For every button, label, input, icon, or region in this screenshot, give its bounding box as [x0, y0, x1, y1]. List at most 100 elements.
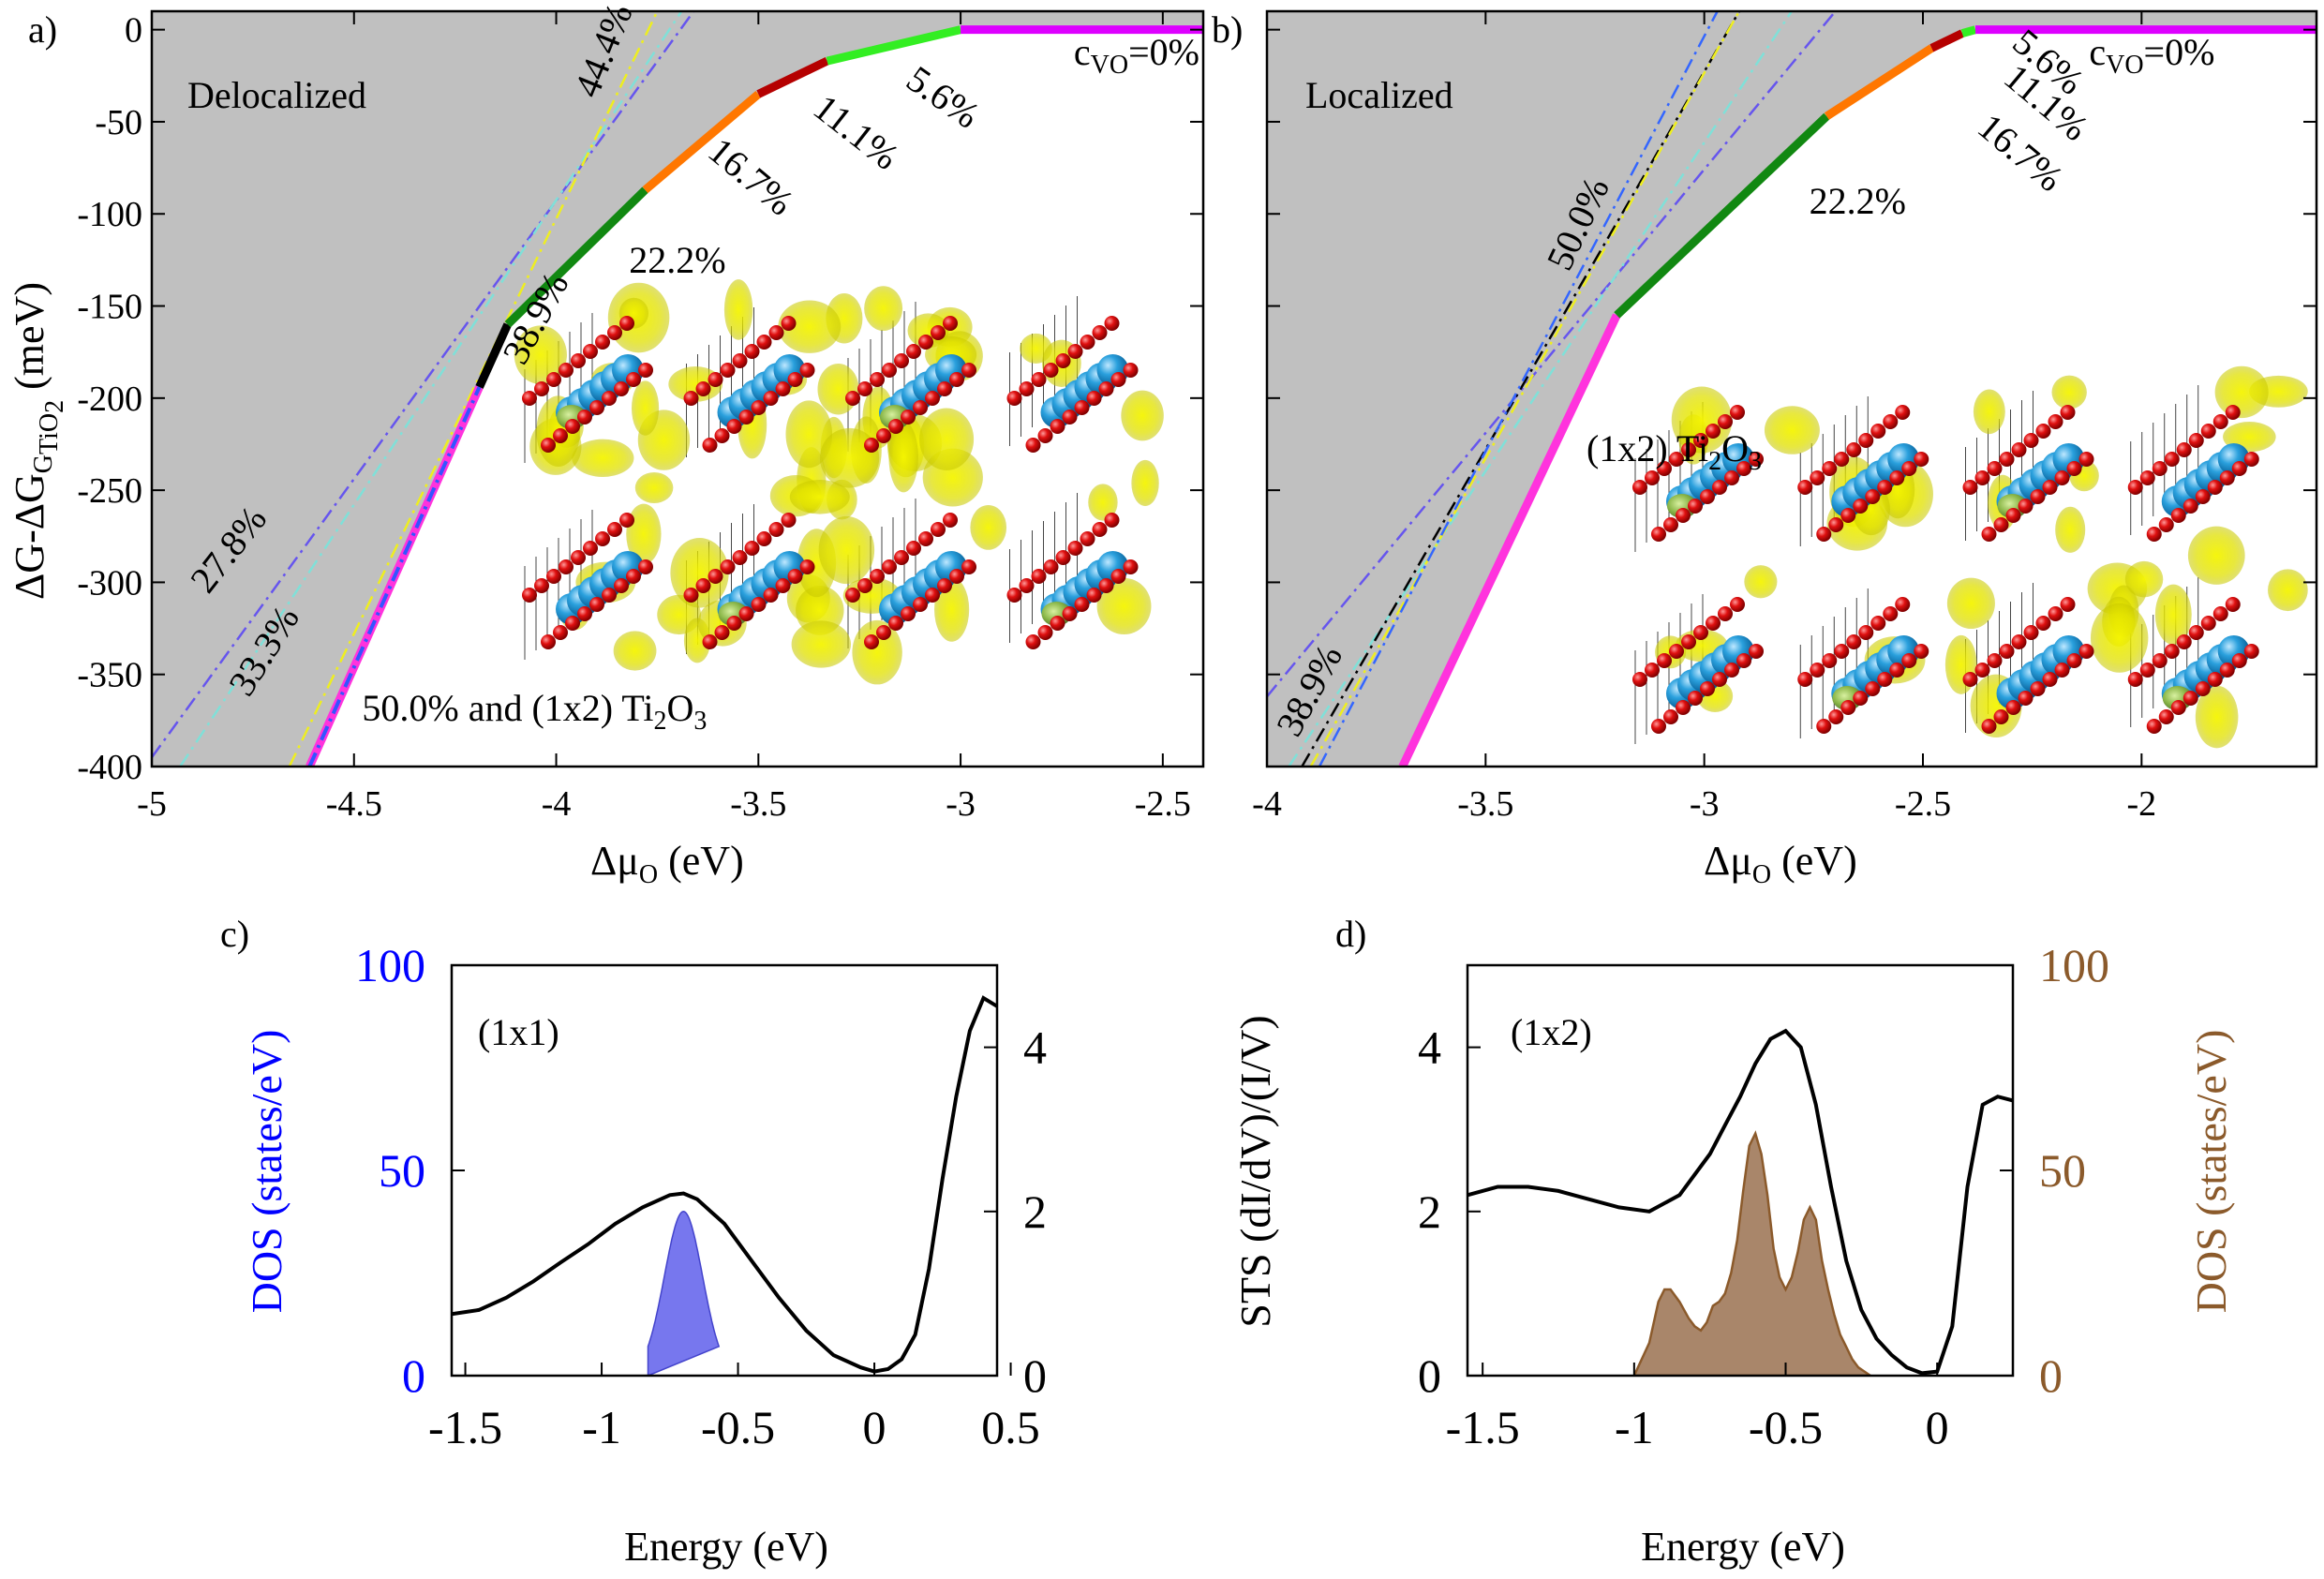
oxygen-atom	[2200, 424, 2216, 439]
oxygen-atom	[1645, 470, 1660, 485]
oxygen-atom	[1050, 419, 1065, 434]
oxygen-atom	[1669, 452, 1684, 467]
oxygen-atom	[602, 391, 617, 406]
oxygen-atom	[918, 531, 933, 546]
oxygen-atom	[1865, 489, 1881, 504]
x-tick-label: -3	[946, 784, 976, 824]
oxygen-atom	[876, 428, 891, 443]
x-axis-label: Energy (eV)	[1641, 1524, 1845, 1570]
oxygen-atom	[1834, 452, 1850, 467]
oxygen-atom	[2078, 452, 2094, 467]
isosurface	[817, 364, 859, 415]
oxygen-atom	[961, 559, 976, 574]
oxygen-atom	[763, 391, 779, 406]
oxygen-atom	[2170, 508, 2186, 523]
oxygen-atom	[2146, 719, 2162, 734]
oxygen-atom	[1914, 644, 1929, 659]
oxygen-atom	[1718, 414, 1733, 429]
oxygen-atom	[1797, 672, 1813, 687]
oxygen-atom	[559, 363, 574, 378]
oxygen-atom	[559, 559, 574, 574]
oxygen-atom	[2035, 424, 2051, 439]
oxygen-atom	[1858, 433, 1874, 448]
panel-label: a)	[28, 8, 57, 51]
oxygen-atom	[595, 335, 610, 350]
isosurface	[723, 279, 753, 340]
oxygen-atom	[1651, 527, 1666, 542]
oxygen-atom	[1870, 616, 1886, 631]
y-tick-label-right: 0	[1023, 1349, 1047, 1402]
frame	[1265, 9, 2318, 768]
oxygen-atom	[577, 410, 592, 425]
oxygen-atom	[702, 438, 718, 453]
y-tick-label-left: 4	[1418, 1021, 1441, 1074]
oxygen-atom	[1981, 527, 1997, 542]
oxygen-atom	[2054, 663, 2070, 678]
oxygen-atom	[943, 513, 958, 528]
oxygen-atom	[864, 438, 879, 453]
panel-b: -4 -3.5 -3 -2.5 -2 Localized 22.2%16.7%11.1%…	[1212, 8, 2318, 889]
isosurface	[970, 504, 1007, 550]
oxygen-atom	[1877, 480, 1893, 495]
oxygen-atom	[1657, 461, 1672, 476]
isosurface	[1744, 565, 1778, 599]
x-tick-label: -4	[1252, 784, 1282, 824]
isosurface	[2154, 584, 2192, 646]
oxygen-atom	[775, 578, 791, 593]
oxygen-atom	[1877, 672, 1893, 687]
oxygen-atom	[1724, 663, 1739, 678]
oxygen-atom	[787, 372, 803, 387]
y-tick-label: -400	[77, 748, 142, 787]
oxygen-atom	[1031, 569, 1047, 584]
oxygen-atom	[1050, 616, 1065, 631]
y-tick-label-left: 50	[379, 1144, 425, 1197]
oxygen-atom	[1031, 372, 1047, 387]
delocalized-region	[152, 11, 1203, 767]
oxygen-atom	[2127, 672, 2143, 687]
oxygen-atom	[2182, 691, 2198, 706]
oxygen-atom	[931, 522, 946, 537]
oxygen-atom	[1019, 578, 1035, 593]
oxygen-atom	[2152, 653, 2168, 668]
oxygen-atom	[1676, 508, 1691, 523]
oxygen-atom	[2195, 489, 2211, 504]
oxygen-atom	[2176, 442, 2192, 457]
oxygen-atom	[918, 335, 933, 350]
oxygen-atom	[781, 513, 797, 528]
oxygen-atom	[1895, 405, 1911, 420]
oxygen-atom	[1718, 606, 1733, 621]
oxygen-atom	[577, 606, 592, 621]
oxygen-atom	[768, 522, 784, 537]
oxygen-atom	[1993, 517, 2009, 532]
oxygen-atom	[1736, 461, 1751, 476]
oxygen-atom	[2225, 405, 2241, 420]
oxygen-atom	[1700, 489, 1715, 504]
oxygen-atom	[882, 363, 897, 378]
oxygen-atom	[1987, 461, 2003, 476]
oxygen-atom	[2188, 625, 2204, 640]
oxygen-atom	[882, 559, 897, 574]
oxygen-atom	[2011, 442, 2027, 457]
x-tick-label: -0.5	[1749, 1401, 1823, 1453]
convex-hull	[1398, 25, 2317, 767]
oxygen-atom	[638, 559, 653, 574]
oxygen-atom	[583, 541, 598, 556]
isosurface	[634, 472, 674, 503]
isosurface	[864, 286, 903, 332]
oxygen-atom	[799, 363, 815, 378]
oxygen-atom	[541, 438, 556, 453]
oxygen-atom	[2176, 634, 2192, 649]
oxygen-atom	[751, 597, 767, 612]
oxygen-atom	[1632, 672, 1647, 687]
oxygen-atom	[1853, 499, 1869, 514]
x-tick-label: -3.5	[1457, 784, 1513, 824]
oxygen-atom	[864, 634, 879, 649]
y-axis-label: ΔG-ΔGGTiO2 (meV)	[7, 282, 69, 600]
oxygen-atom	[726, 419, 742, 434]
convex-hull	[305, 25, 1203, 767]
oxygen-atom	[870, 569, 885, 584]
oxygen-atom	[1098, 381, 1114, 396]
oxygen-atom	[1006, 391, 1022, 406]
